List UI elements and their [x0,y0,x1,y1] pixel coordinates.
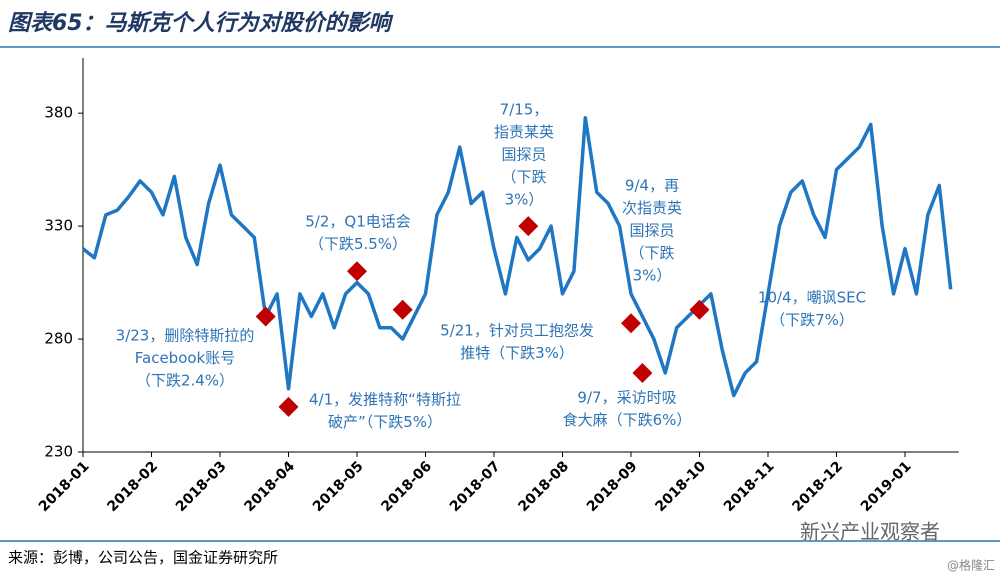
annotation: 9/7，采访时吸 [577,389,676,407]
price-line [81,115,953,398]
x-tick-label: 2018-06 [378,458,435,515]
annotation: 指责某英 [494,123,554,141]
annotation: （下跌 [629,244,674,262]
y-tick-label: 380 [44,104,73,122]
y-tick-label: 280 [44,330,73,348]
source: 来源：彭博，公司公告，国金证券研究所 [8,549,278,567]
annotation: 3/23，删除特斯拉的 [116,327,255,345]
x-tick-label: 2018-02 [104,458,161,515]
annotation: Facebook账号 [135,349,235,367]
annotation: 次指责英 [622,199,682,217]
x-tick-label: 2018-03 [173,458,230,515]
x-tick-label: 2018-04 [241,458,298,515]
event-marker [392,299,413,320]
annotation: 推特（下跌3%） [460,344,574,362]
annotation: 9/4，再 [625,177,679,195]
y-tick-label: 230 [44,443,73,461]
event-marker [278,396,299,417]
x-tick-label: 2018-01 [36,458,93,515]
x-tick-label: 2018-07 [447,458,504,515]
annotation: （下跌 [501,168,546,186]
x-tick-label: 2018-08 [515,458,572,515]
annotation: 国探员 [501,146,546,164]
watermark: 新兴产业观察者 [800,520,940,544]
event-marker [621,313,641,334]
event-marker [689,299,710,320]
x-tick-label: 2019-01 [858,458,915,515]
chart-title: 图表65：马斯克个人行为对股价的影响 [8,10,394,36]
annotation: 3%） [633,267,672,285]
credit: @格隆汇 [947,558,995,573]
x-tick-label: 2018-05 [310,458,367,515]
event-marker [632,362,653,383]
x-tick-label: 2018-09 [584,458,641,515]
x-tick-label: 2018-12 [789,458,846,515]
y-tick-label: 330 [44,217,73,235]
x-tick-label: 2018-10 [652,458,709,515]
event-marker [518,216,539,237]
annotation: 10/4，嘲讽SEC [758,289,866,307]
annotation: 5/21，针对员工抱怨发 [440,322,594,340]
annotation: 破产”（下跌5%） [328,413,442,431]
annotation: 7/15， [500,101,549,119]
annotation: 食大麻（下跌6%） [563,411,692,429]
event-marker [347,261,367,282]
annotation: 3%） [505,191,544,209]
x-tick-label: 2018-11 [721,458,778,515]
event-marker [255,306,276,327]
annotation: （下跌2.4%） [136,372,234,390]
annotation: 4/1，发推特称“特斯拉 [309,391,461,409]
annotation: （下跌7%） [770,311,854,329]
annotation: 国探员 [629,222,674,240]
annotation: （下跌5.5%） [309,235,407,253]
annotation: 5/2，Q1电话会 [305,213,411,231]
